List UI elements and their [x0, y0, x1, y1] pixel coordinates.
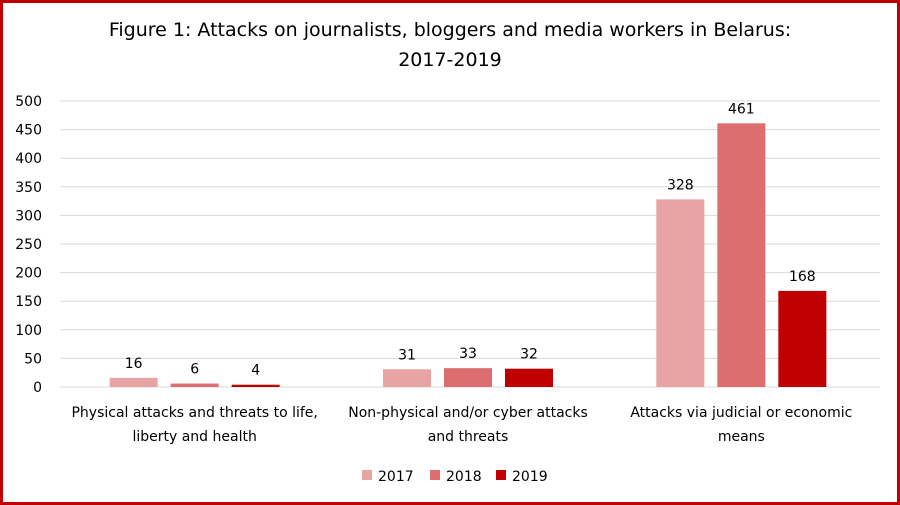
legend-swatch-2017	[362, 470, 372, 480]
y-tick-label: 100	[15, 323, 42, 339]
bar-2019	[505, 368, 553, 387]
data-label: 328	[667, 177, 694, 193]
chart-title: 2017-2019	[398, 49, 502, 71]
chart-title: Figure 1: Attacks on journalists, blogge…	[109, 19, 791, 41]
x-category-label: and threats	[428, 429, 509, 445]
legend-swatch-2019	[496, 470, 506, 480]
legend-label: 2019	[512, 469, 548, 485]
legend-label: 2017	[378, 469, 414, 485]
y-tick-label: 150	[15, 294, 42, 310]
data-label: 461	[728, 101, 755, 117]
bar-2018	[717, 123, 766, 388]
data-label: 32	[520, 347, 538, 363]
x-category-label: Attacks via judicial or economic	[630, 405, 852, 421]
y-tick-label: 500	[15, 94, 42, 110]
data-label: 16	[125, 356, 143, 372]
y-tick-label: 400	[15, 151, 42, 167]
legend-swatch-2018	[430, 470, 440, 480]
data-label: 4	[251, 363, 260, 379]
x-category-label: means	[718, 429, 765, 445]
y-tick-label: 200	[15, 266, 42, 282]
bar-2017	[109, 377, 158, 387]
bar-2019	[231, 384, 280, 387]
y-tick-label: 250	[15, 237, 42, 253]
bar-2017	[383, 369, 431, 387]
y-tick-label: 300	[15, 208, 42, 224]
x-category-label: Physical attacks and threats to life,	[71, 405, 317, 421]
y-tick-label: 50	[24, 351, 42, 367]
bar-2018	[170, 383, 219, 387]
data-label: 6	[190, 362, 199, 378]
bar-2017	[656, 199, 705, 387]
x-category-label: liberty and health	[132, 429, 256, 445]
x-category-label: Non-physical and/or cyber attacks	[348, 405, 588, 421]
y-tick-label: 0	[33, 380, 42, 396]
y-tick-label: 450	[15, 123, 42, 139]
legend-label: 2018	[446, 469, 482, 485]
data-label: 168	[789, 269, 816, 285]
data-label: 31	[398, 347, 416, 363]
y-tick-label: 350	[15, 180, 42, 196]
bar-2018	[444, 368, 492, 387]
bar-2019	[778, 290, 827, 387]
data-label: 33	[459, 346, 477, 362]
